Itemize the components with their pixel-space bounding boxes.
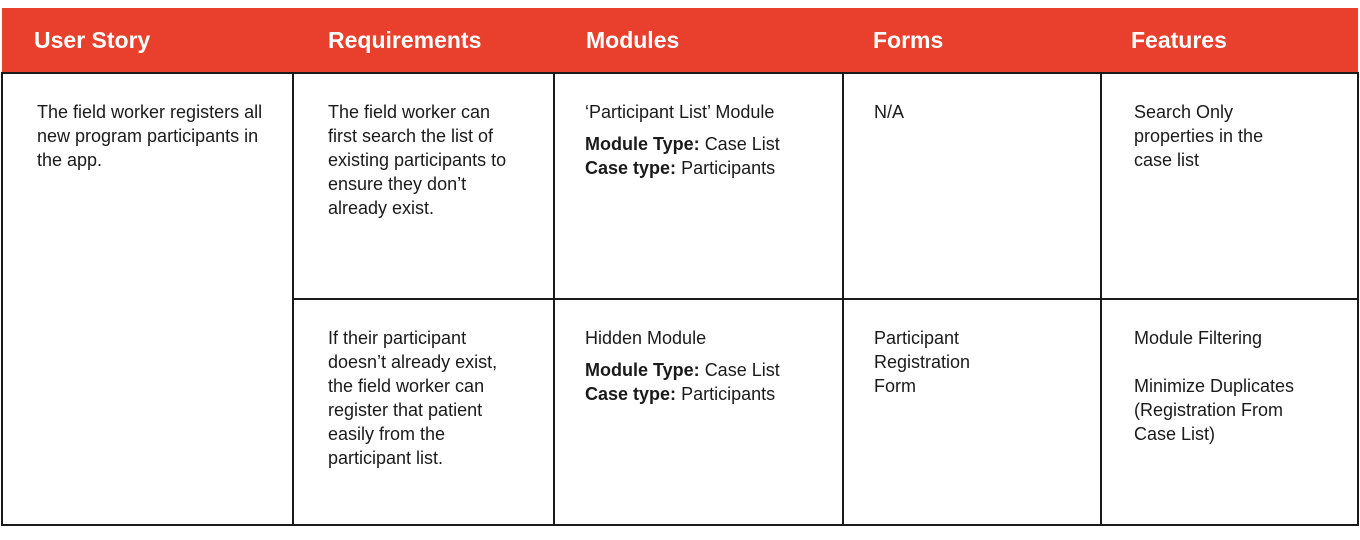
table-row: If their participant doesn’t already exi…	[2, 298, 1359, 526]
header-forms: Forms	[843, 8, 1101, 73]
user-story-text: The field worker registers all new progr…	[37, 102, 263, 170]
module-meta: Module Type: Case List Case type: Partic…	[585, 132, 822, 180]
header-modules: Modules	[554, 8, 843, 73]
module-meta: Module Type: Case List Case type: Partic…	[585, 358, 822, 406]
user-story-cell: The field worker registers all new progr…	[1, 72, 294, 526]
module-type-value: Case List	[704, 360, 780, 380]
module-name: Hidden Module	[585, 328, 707, 348]
form-text: Participant Registration Form	[874, 328, 971, 396]
feature-item: Minimize Duplicates (Registration From C…	[1134, 376, 1295, 444]
module-type-label: Module Type:	[585, 360, 700, 380]
features-cell: Module Filtering Minimize Duplicates (Re…	[1100, 298, 1359, 526]
header-requirements: Requirements	[293, 8, 554, 73]
module-name: ‘Participant List’ Module	[585, 102, 775, 122]
module-cell: ‘Participant List’ Module Module Type: C…	[553, 72, 844, 300]
feature-item: Search Only properties in the case list	[1134, 102, 1264, 170]
requirement-text: If their participant doesn’t already exi…	[328, 328, 498, 468]
case-type-value: Participants	[681, 384, 776, 404]
module-type-value: Case List	[704, 134, 780, 154]
form-cell: N/A	[842, 72, 1102, 300]
module-cell: Hidden Module Module Type: Case List Cas…	[553, 298, 844, 526]
form-cell: Participant Registration Form	[842, 298, 1102, 526]
header-features: Features	[1101, 8, 1358, 73]
table-row: The field worker registers all new progr…	[1, 72, 1359, 526]
header-row: User Story Requirements Modules Forms Fe…	[2, 8, 1358, 73]
user-story-table: User Story Requirements Modules Forms Fe…	[1, 8, 1359, 526]
feature-item: Module Filtering	[1134, 328, 1263, 348]
module-type-label: Module Type:	[585, 134, 700, 154]
case-type-label: Case type:	[585, 158, 677, 178]
case-type-value: Participants	[681, 158, 776, 178]
requirement-cell: The field worker can first search the li…	[292, 72, 555, 300]
features-cell: Search Only properties in the case list	[1100, 72, 1359, 300]
form-text: N/A	[874, 102, 905, 122]
case-type-label: Case type:	[585, 384, 677, 404]
requirement-cell: If their participant doesn’t already exi…	[292, 298, 555, 526]
requirement-text: The field worker can first search the li…	[328, 102, 507, 218]
header-user-story: User Story	[2, 8, 293, 73]
